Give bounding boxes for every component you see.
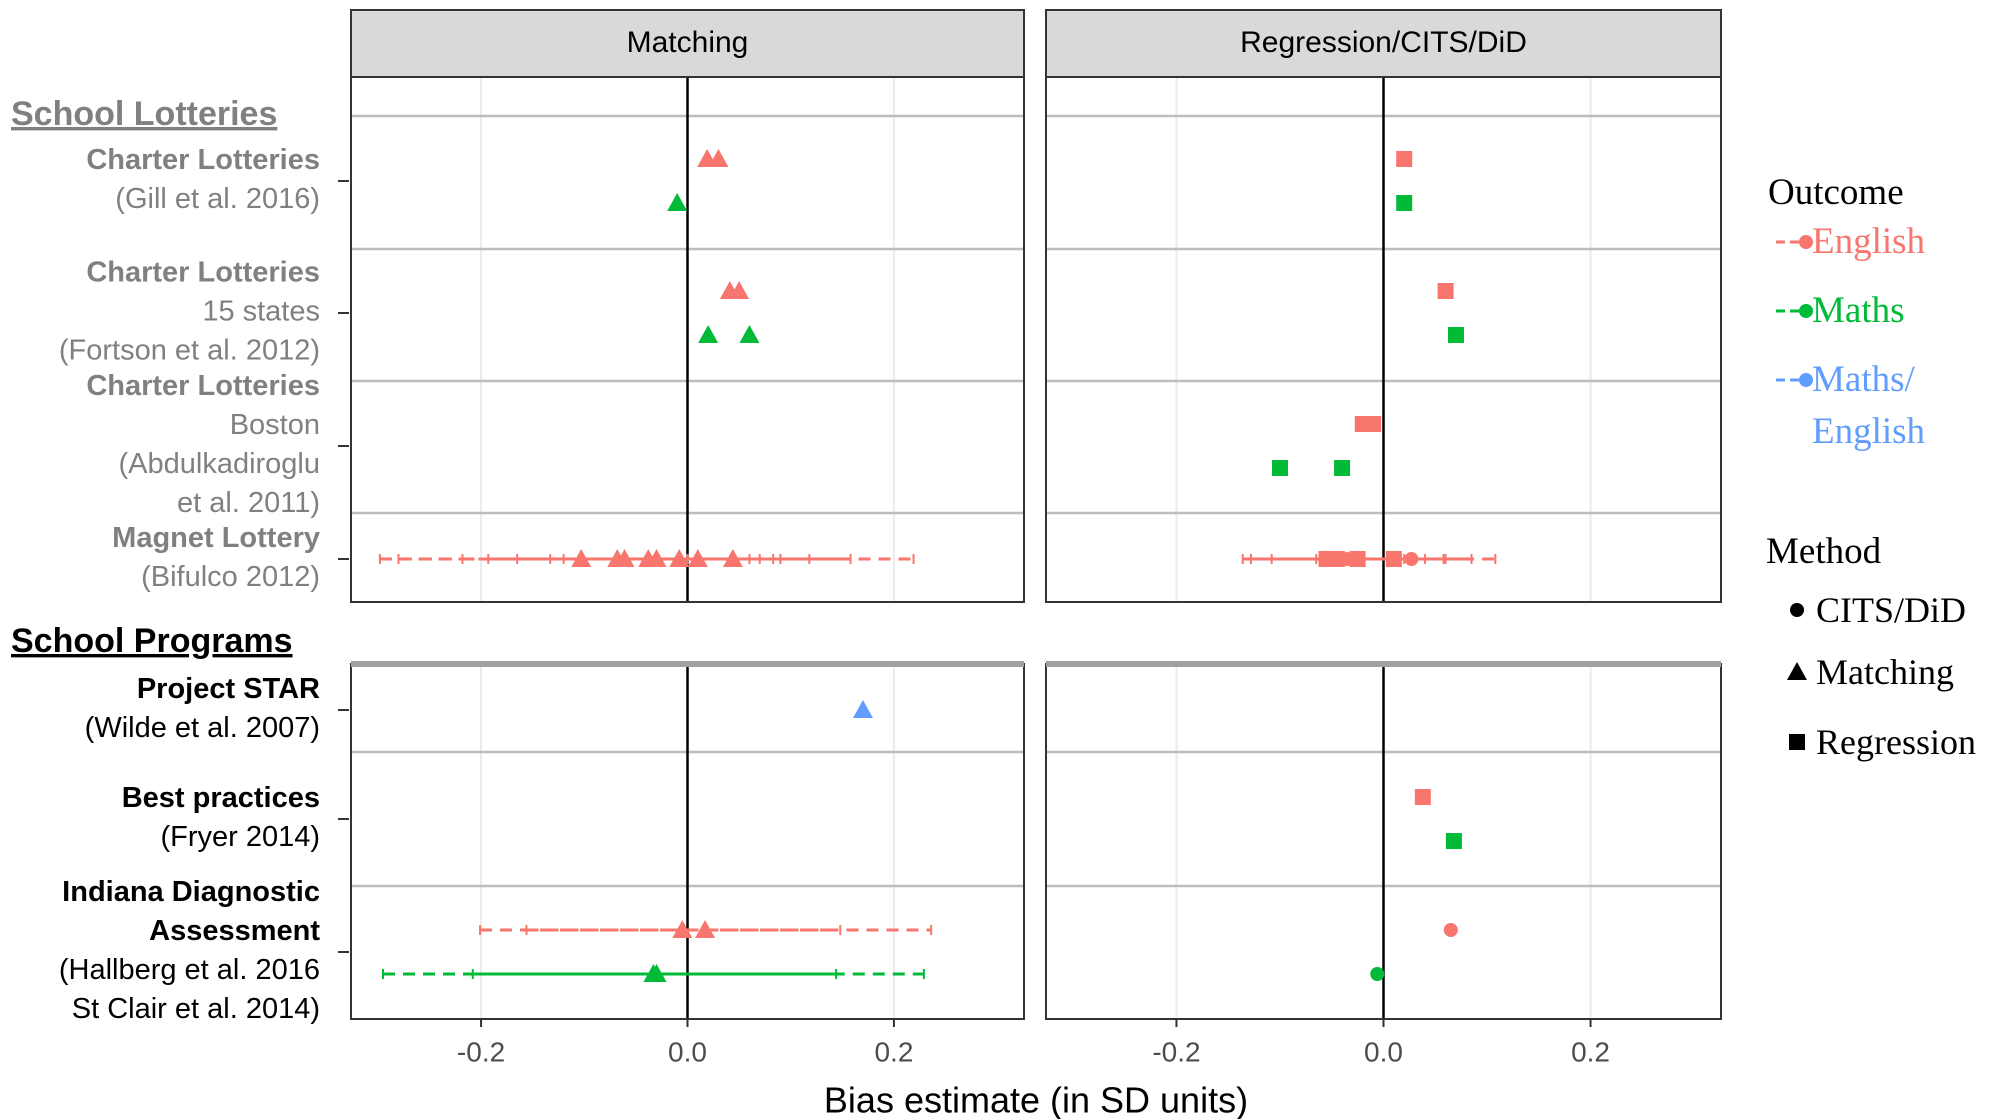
point [1328,551,1345,567]
point [852,700,873,718]
point [1447,327,1464,343]
legend-label: CITS/DiD [1816,590,1967,630]
x-tick-label: 0.2 [1571,1036,1610,1067]
legend-key [1799,235,1813,249]
point [1396,151,1413,167]
row-label: Project STAR [137,673,320,705]
row-label: (Abdulkadiroglu [118,448,320,480]
point [1414,789,1431,805]
point [729,281,750,299]
row-label: 15 states [202,296,320,328]
legend-key [1790,603,1804,617]
point [672,920,693,938]
row-label: (Fortson et al. 2012) [59,335,320,367]
point [1349,551,1366,567]
point [614,549,635,567]
x-tick-label: 0.0 [668,1036,707,1067]
x-axis-title: Bias estimate (in SD units) [824,1080,1248,1119]
point [687,549,708,567]
point [571,549,592,567]
point [669,549,690,567]
row-label: St Clair et al. 2014) [72,993,320,1025]
group-title: School Programs [11,622,293,660]
x-tick-label: 0.2 [874,1036,913,1067]
point [1365,416,1382,432]
legend-key [1799,304,1813,318]
row-label: (Bifulco 2012) [141,561,320,593]
row-label: Magnet Lottery [112,522,320,554]
x-tick-label: 0.0 [1364,1036,1403,1067]
legend-title: Outcome [1768,172,1904,213]
point [1404,552,1419,566]
point [1334,460,1351,476]
group-title: School Lotteries [11,95,277,133]
point [1370,967,1385,981]
point [695,920,716,938]
point [1396,195,1413,211]
point [1445,833,1462,849]
point [1443,923,1458,937]
row-label: Indiana Diagnostic [62,876,320,908]
row-label: Boston [230,409,320,441]
row-label: Best practices [122,782,320,814]
point [667,193,688,211]
row-label: (Fryer 2014) [160,821,320,853]
point [646,964,667,982]
legend-label: Maths/ English [1812,359,1926,452]
x-tick-label: -0.2 [457,1036,505,1067]
point [646,549,667,567]
strip-title: Matching [627,26,749,59]
point [708,149,729,167]
legend-key [1799,373,1813,387]
legend-key [1789,734,1805,750]
legend-label: Matching [1816,652,1954,692]
row-label: (Gill et al. 2016) [115,183,320,215]
point [1385,551,1402,567]
legend-label: Regression [1816,722,1976,762]
legend-key [1787,662,1807,680]
point [722,549,743,567]
row-label: et al. 2011) [177,487,320,519]
point [698,325,719,343]
strip-title: Regression/CITS/DiD [1240,26,1527,59]
strip [350,9,1025,78]
strip [1045,9,1722,78]
row-label: Charter Lotteries [86,257,320,289]
legend-label: English [1812,221,1926,262]
point [1271,460,1288,476]
legend-title: Method [1766,531,1882,572]
legend-label: Maths [1812,290,1905,331]
row-label: (Wilde et al. 2007) [85,712,320,744]
row-label: Charter Lotteries [86,144,320,176]
x-tick-label: -0.2 [1152,1036,1200,1067]
panel-border [1045,76,1722,603]
row-label: (Hallberg et al. 2016 [59,954,320,986]
panel-border [350,76,1025,603]
point [739,325,760,343]
row-label: Charter Lotteries [86,370,320,402]
row-label: Assessment [149,915,320,947]
point [1437,283,1454,299]
